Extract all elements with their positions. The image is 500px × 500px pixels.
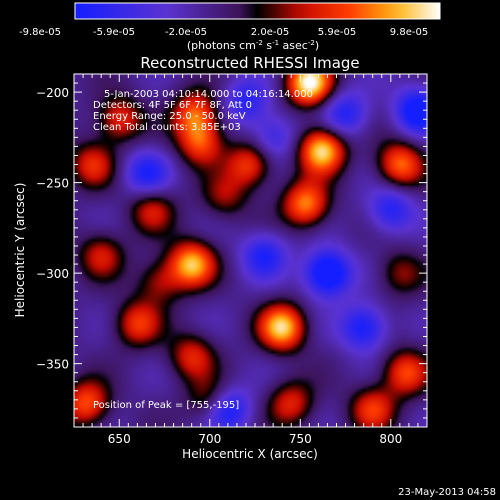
y-tick-label: −300 (36, 267, 69, 281)
x-axis-label: Heliocentric X (arcsec) (182, 447, 318, 461)
colorbar-tick-label: 2.0e-05 (251, 27, 289, 38)
y-tick-label: −350 (36, 358, 69, 372)
annotation-block: 5-Jan-2003 04:10:14.000 to 04:16:14.000 … (93, 89, 313, 133)
y-tick-label: −250 (36, 177, 69, 191)
plot-frame (73, 73, 428, 428)
annotation-time-range: 5-Jan-2003 04:10:14.000 to 04:16:14.000 (104, 89, 313, 100)
annotation-detectors: Detectors: 4F 5F 6F 7F 8F, Att 0 (93, 100, 252, 111)
annotation-clean-counts: Clean Total counts: 3.85E+03 (93, 122, 241, 133)
y-tick-labels: −200 −250 −300 −350 (36, 86, 69, 372)
colorbar-tick-label: 9.8e-05 (390, 27, 428, 38)
colorbar-tick-label: -5.9e-05 (93, 27, 135, 38)
colorbar-tick-label: -9.8e-05 (19, 27, 61, 38)
x-tick-label: 750 (289, 432, 312, 446)
x-tick-labels: 650 700 750 800 (108, 432, 402, 446)
heatmap-image (74, 74, 427, 427)
x-tick-label: 650 (108, 432, 131, 446)
colorbar-gradient (74, 2, 441, 20)
colorbar-tick-label: 5.9e-05 (318, 27, 356, 38)
x-tick-label: 800 (379, 432, 402, 446)
plot-area (73, 73, 428, 428)
footer-timestamp: 23-May-2013 04:58 (398, 487, 496, 498)
y-axis-label: Heliocentric Y (arcsec) (13, 183, 27, 318)
colorbar-unit-label: (photons cm-2 s-1 asec-2) (187, 39, 319, 52)
peak-position-label: Position of Peak = [755,-195] (93, 400, 239, 411)
axis-ticks (73, 73, 428, 428)
colorbar-tick-label: -2.0e-05 (165, 27, 207, 38)
chart-title: Reconstructed RHESSI Image (140, 54, 359, 72)
y-tick-label: −200 (36, 86, 69, 100)
x-tick-label: 700 (198, 432, 221, 446)
colorbar: -9.8e-05 -5.9e-05 -2.0e-05 2.0e-05 5.9e-05 9.… (19, 2, 441, 38)
annotation-energy-range: Energy Range: 25.0 - 50.0 keV (93, 111, 246, 122)
